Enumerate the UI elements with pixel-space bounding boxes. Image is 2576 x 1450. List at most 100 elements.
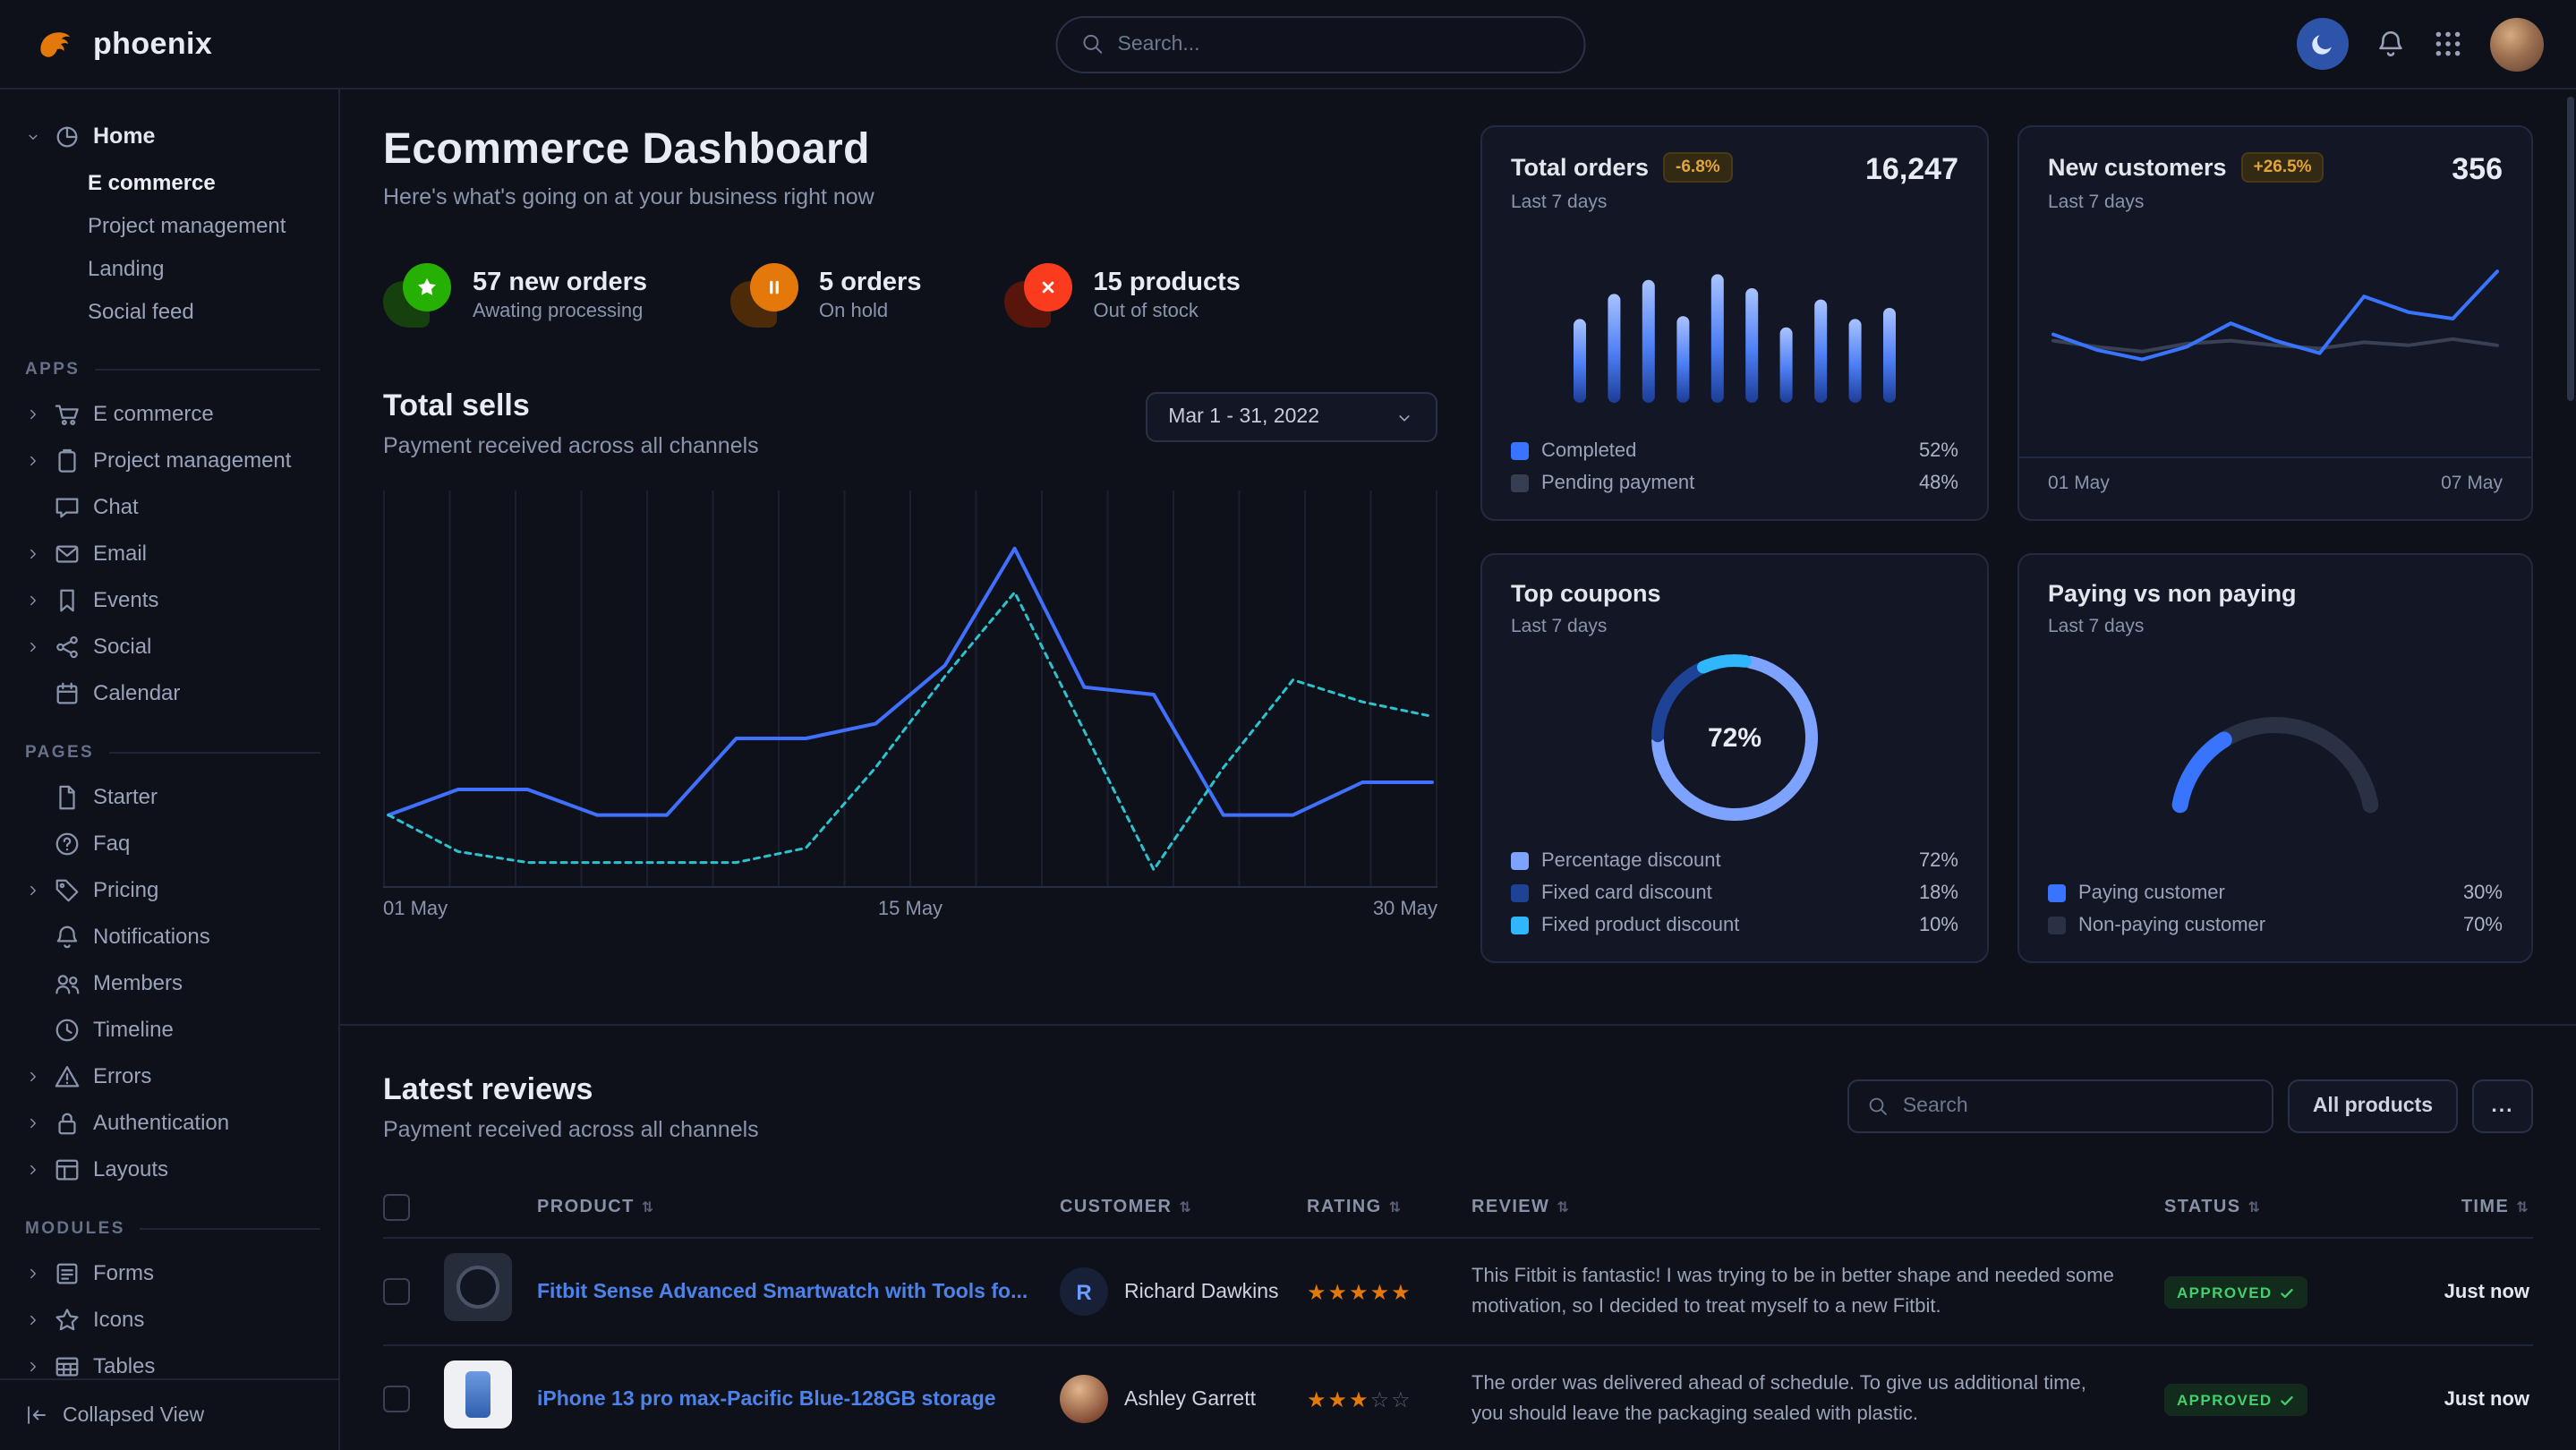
sidebar-item-layouts[interactable]: Layouts <box>18 1146 320 1192</box>
sidebar-item-tables[interactable]: Tables <box>18 1343 320 1378</box>
status-badge: APPROVED <box>2164 1384 2308 1416</box>
check-icon <box>2280 1392 2296 1408</box>
legend-non-paying-customer: Non-paying customer 70% <box>2048 915 2503 936</box>
sidebar-item-notifications[interactable]: Notifications <box>18 913 320 960</box>
layout-icon <box>54 1156 81 1182</box>
column-header-rating[interactable]: RATING ⇅ <box>1307 1198 1403 1217</box>
form-icon <box>54 1259 81 1286</box>
sidebar-item-email[interactable]: Email <box>18 530 320 576</box>
review-text: This Fitbit is fantastic! I was trying t… <box>1471 1266 2114 1317</box>
column-header-customer[interactable]: CUSTOMER ⇅ <box>1060 1198 1193 1217</box>
sidebar-item-social-feed[interactable]: Social feed <box>88 299 194 324</box>
notifications-button[interactable] <box>2376 29 2406 59</box>
sidebar-item-faq[interactable]: Faq <box>18 820 320 866</box>
chevron-right-icon <box>25 835 41 851</box>
sidebar-item-project-management[interactable]: Project management <box>88 213 286 238</box>
rating-stars: ★★★☆☆ <box>1307 1386 1412 1412</box>
sidebar-item-timeline[interactable]: Timeline <box>18 1006 320 1053</box>
sidebar-item-home[interactable]: Home <box>18 111 320 161</box>
sidebar-item-chat[interactable]: Chat <box>18 483 320 530</box>
chevron-right-icon <box>25 882 41 898</box>
sidebar-item-e-commerce[interactable]: E commerce <box>18 390 320 437</box>
all-products-button[interactable]: All products <box>2287 1079 2458 1133</box>
sidebar-item-icons[interactable]: Icons <box>18 1296 320 1343</box>
column-header-product[interactable]: PRODUCT ⇅ <box>537 1198 655 1217</box>
phoenix-logo-icon <box>32 21 77 66</box>
sidebar-item-forms[interactable]: Forms <box>18 1250 320 1296</box>
stat-on-hold: 5 orders On hold <box>729 263 922 328</box>
row-checkbox[interactable] <box>383 1278 410 1305</box>
x-axis-label: 30 May <box>1372 899 1437 920</box>
stat-icon-star <box>383 263 451 328</box>
question-icon <box>54 830 81 857</box>
date-range-select[interactable]: Mar 1 - 31, 2022 <box>1145 392 1437 442</box>
chevron-right-icon <box>25 545 41 561</box>
review-row: Fitbit Sense Advanced Smartwatch with To… <box>383 1237 2533 1344</box>
chevron-right-icon <box>25 1311 41 1327</box>
star-icon <box>54 1306 81 1333</box>
column-header-review[interactable]: REVIEW ⇅ <box>1471 1198 1571 1217</box>
total-orders-value: 16,247 <box>1865 152 1958 186</box>
sidebar-item-calendar[interactable]: Calendar <box>18 670 320 716</box>
row-checkbox[interactable] <box>383 1386 410 1412</box>
sidebar-section-modules: MODULES <box>18 1219 320 1239</box>
global-search[interactable] <box>1054 15 1585 72</box>
more-options-button[interactable]: ... <box>2472 1079 2533 1133</box>
new-customers-badge: +26.5% <box>2240 152 2324 183</box>
collapsed-view-toggle[interactable]: Collapsed View <box>0 1378 338 1450</box>
search-icon <box>1867 1096 1889 1117</box>
clock-icon <box>54 1016 81 1043</box>
review-text: The order was delivered ahead of schedul… <box>1471 1373 2086 1424</box>
new-customers-period: Last 7 days <box>2048 192 2145 213</box>
dashboard-header-section: Ecommerce Dashboard Here's what's going … <box>383 125 1437 963</box>
total-sells-title: Total sells <box>383 388 530 422</box>
sidebar-item-landing[interactable]: Landing <box>88 256 165 281</box>
stat-caption: On hold <box>819 301 889 322</box>
sidebar-item-errors[interactable]: Errors <box>18 1053 320 1099</box>
stat-caption: Out of stock <box>1093 301 1198 322</box>
reviews-search-input[interactable] <box>1902 1096 2254 1117</box>
bell-icon <box>54 923 81 950</box>
status-badge: APPROVED <box>2164 1276 2308 1309</box>
sidebar-item-members[interactable]: Members <box>18 960 320 1006</box>
sidebar-item-social[interactable]: Social <box>18 623 320 670</box>
table-header-row: PRODUCT ⇅ CUSTOMER ⇅ RATING ⇅ REVIEW ⇅ STATUS ⇅ TI… <box>383 1178 2533 1237</box>
column-header-status[interactable]: STATUS ⇅ <box>2164 1198 2262 1217</box>
x-axis-label: 01 May <box>2048 473 2110 494</box>
brand[interactable]: phoenix <box>32 21 212 66</box>
apps-grid-button[interactable] <box>2433 29 2463 59</box>
top-coupons-card: Top coupons Last 7 days 72% Percentage d… <box>1480 553 1989 963</box>
reviews-search[interactable] <box>1847 1079 2273 1133</box>
select-all-checkbox[interactable] <box>383 1194 410 1221</box>
product-link[interactable]: Fitbit Sense Advanced Smartwatch with To… <box>537 1281 1028 1302</box>
theme-toggle-button[interactable] <box>2297 18 2349 70</box>
user-avatar[interactable] <box>2490 17 2544 71</box>
global-search-input[interactable] <box>1117 33 1560 55</box>
chat-icon <box>54 493 81 520</box>
top-coupons-title: Top coupons <box>1511 580 1661 607</box>
stat-icon-x <box>1003 263 1072 328</box>
chevron-right-icon <box>25 1068 41 1084</box>
sidebar-item-starter[interactable]: Starter <box>18 773 320 820</box>
chevron-right-icon <box>25 1358 41 1374</box>
top-coupons-donut: 72% <box>1642 644 1828 831</box>
chevron-right-icon <box>25 685 41 701</box>
pause-icon <box>762 276 785 299</box>
sidebar-item-events[interactable]: Events <box>18 576 320 623</box>
bell-icon <box>2376 29 2406 59</box>
scrollbar-thumb[interactable] <box>2567 97 2574 401</box>
sidebar-item-pricing[interactable]: Pricing <box>18 866 320 913</box>
review-time: Just now <box>2444 1388 2529 1410</box>
calendar-icon <box>54 679 81 706</box>
stats-row: 57 new orders Awating processing 5 orders O… <box>383 263 1437 328</box>
product-link[interactable]: iPhone 13 pro max-Pacific Blue-128GB sto… <box>537 1388 996 1410</box>
column-header-time[interactable]: TIME ⇅ <box>2461 1198 2529 1217</box>
legend-pending-payment: Pending payment 48% <box>1511 473 1958 494</box>
new-customers-value: 356 <box>2452 152 2503 186</box>
sidebar-item-project-management[interactable]: Project management <box>18 437 320 483</box>
stat-value: 15 products <box>1093 269 1241 297</box>
paying-gauge-period: Last 7 days <box>2048 616 2145 637</box>
sidebar-item-authentication[interactable]: Authentication <box>18 1099 320 1146</box>
sidebar-item-e-commerce[interactable]: E commerce <box>88 170 216 195</box>
total-orders-bar-chart <box>1574 273 1896 402</box>
